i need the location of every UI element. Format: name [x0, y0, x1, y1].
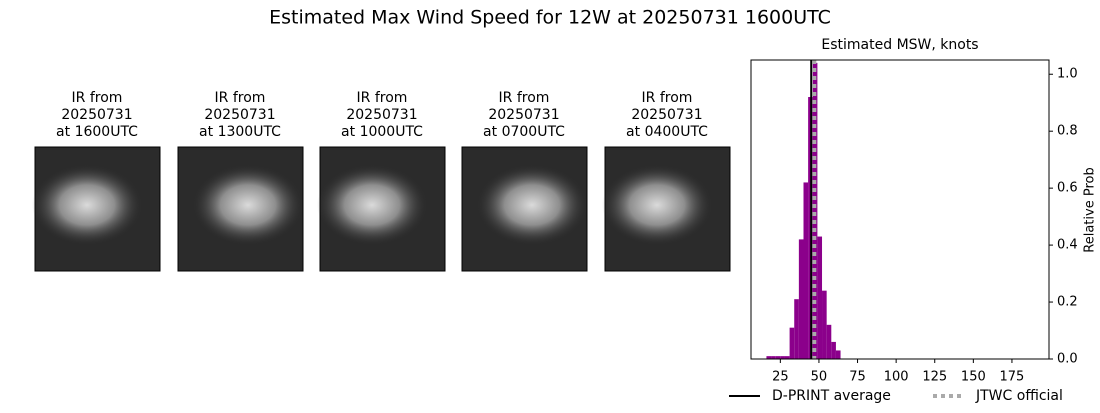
y-tick-label: 0.2 [1057, 295, 1078, 310]
x-tick-label: 125 [922, 370, 947, 385]
bar [771, 356, 776, 359]
panel-title: at 1000UTC [341, 124, 423, 140]
bar [780, 356, 785, 359]
bar [766, 356, 772, 359]
bar [822, 290, 827, 359]
panel-title: IR from [642, 90, 693, 106]
x-tick-label: 50 [811, 370, 828, 385]
figure-title: Estimated Max Wind Speed for 12W at 2025… [269, 7, 831, 29]
panel-title: 20250731 [204, 107, 275, 123]
bar [784, 356, 790, 359]
cloud [32, 165, 142, 245]
x-tick-label: 75 [849, 370, 866, 385]
bar [826, 324, 832, 359]
bar [831, 341, 836, 359]
x-tick-label: 150 [961, 370, 986, 385]
legend-label: JTWC official [975, 388, 1063, 404]
panel-title: IR from [357, 90, 408, 106]
panel-title: at 0400UTC [626, 124, 708, 140]
y-tick-label: 0.6 [1057, 181, 1078, 196]
panel-title: at 1600UTC [56, 124, 138, 140]
bar [817, 236, 823, 359]
legend-label: D-PRINT average [772, 388, 891, 404]
bar [794, 299, 799, 359]
y-tick-label: 1.0 [1057, 67, 1078, 82]
bar [835, 350, 841, 359]
x-tick-label: 175 [1000, 370, 1025, 385]
bar [803, 182, 809, 359]
panel-title: IR from [215, 90, 266, 106]
cloud [193, 165, 303, 245]
panel-title: IR from [72, 90, 123, 106]
plot: D-PRINT average JTWC official 25 50 75 100 125… [729, 59, 1078, 404]
panel-title: 20250731 [61, 107, 132, 123]
cloud [317, 165, 427, 245]
chart-title: Estimated MSW, knots [821, 37, 978, 53]
x-tick-label: 25 [772, 370, 789, 385]
bar [789, 327, 795, 359]
panel-title: 20250731 [488, 107, 559, 123]
bar [812, 62, 818, 359]
cloud [477, 165, 587, 245]
bar [775, 356, 781, 359]
bar [798, 239, 804, 359]
panel-title: 20250731 [631, 107, 702, 123]
panel-title: IR from [499, 90, 550, 106]
y-tick-label: 0.4 [1057, 238, 1078, 253]
plot-frame [750, 59, 1050, 360]
panel-title: 20250731 [346, 107, 417, 123]
panel-title: at 1300UTC [199, 124, 281, 140]
cloud [602, 165, 712, 245]
y-axis-label: Relative Prob [1083, 167, 1098, 252]
x-tick-label: 100 [884, 370, 909, 385]
panel-title: at 0700UTC [483, 124, 565, 140]
y-tick-label: 0.8 [1057, 124, 1078, 139]
y-tick-label: 0.0 [1057, 352, 1078, 367]
